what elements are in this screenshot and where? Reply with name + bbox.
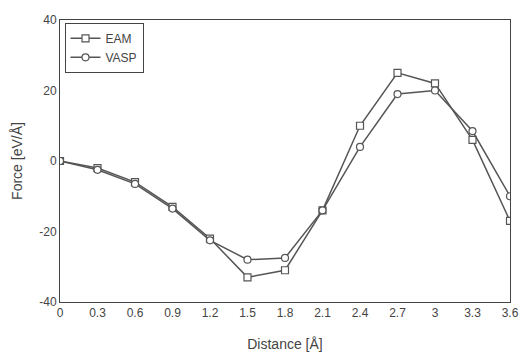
svg-text:0.6: 0.6 (127, 306, 144, 320)
svg-text:1.5: 1.5 (239, 306, 256, 320)
svg-text:3.6: 3.6 (502, 306, 519, 320)
svg-text:-40: -40 (39, 295, 57, 309)
svg-text:VASP: VASP (106, 51, 137, 65)
svg-text:2.1: 2.1 (314, 306, 331, 320)
svg-text:1.8: 1.8 (277, 306, 294, 320)
svg-text:0: 0 (50, 154, 57, 168)
svg-text:3: 3 (432, 306, 439, 320)
svg-text:2.4: 2.4 (352, 306, 369, 320)
svg-text:Force [eV/Å]: Force [eV/Å] (9, 122, 25, 200)
svg-text:1.2: 1.2 (202, 306, 219, 320)
svg-text:40: 40 (43, 13, 57, 27)
svg-text:Distance [Å]: Distance [Å] (247, 336, 322, 352)
svg-text:0.3: 0.3 (89, 306, 106, 320)
svg-text:EAM: EAM (106, 32, 132, 46)
svg-text:3.3: 3.3 (464, 306, 481, 320)
svg-text:0: 0 (57, 306, 64, 320)
svg-text:2.7: 2.7 (389, 306, 406, 320)
svg-text:20: 20 (43, 84, 57, 98)
svg-text:-20: -20 (39, 225, 57, 239)
svg-text:0.9: 0.9 (164, 306, 181, 320)
